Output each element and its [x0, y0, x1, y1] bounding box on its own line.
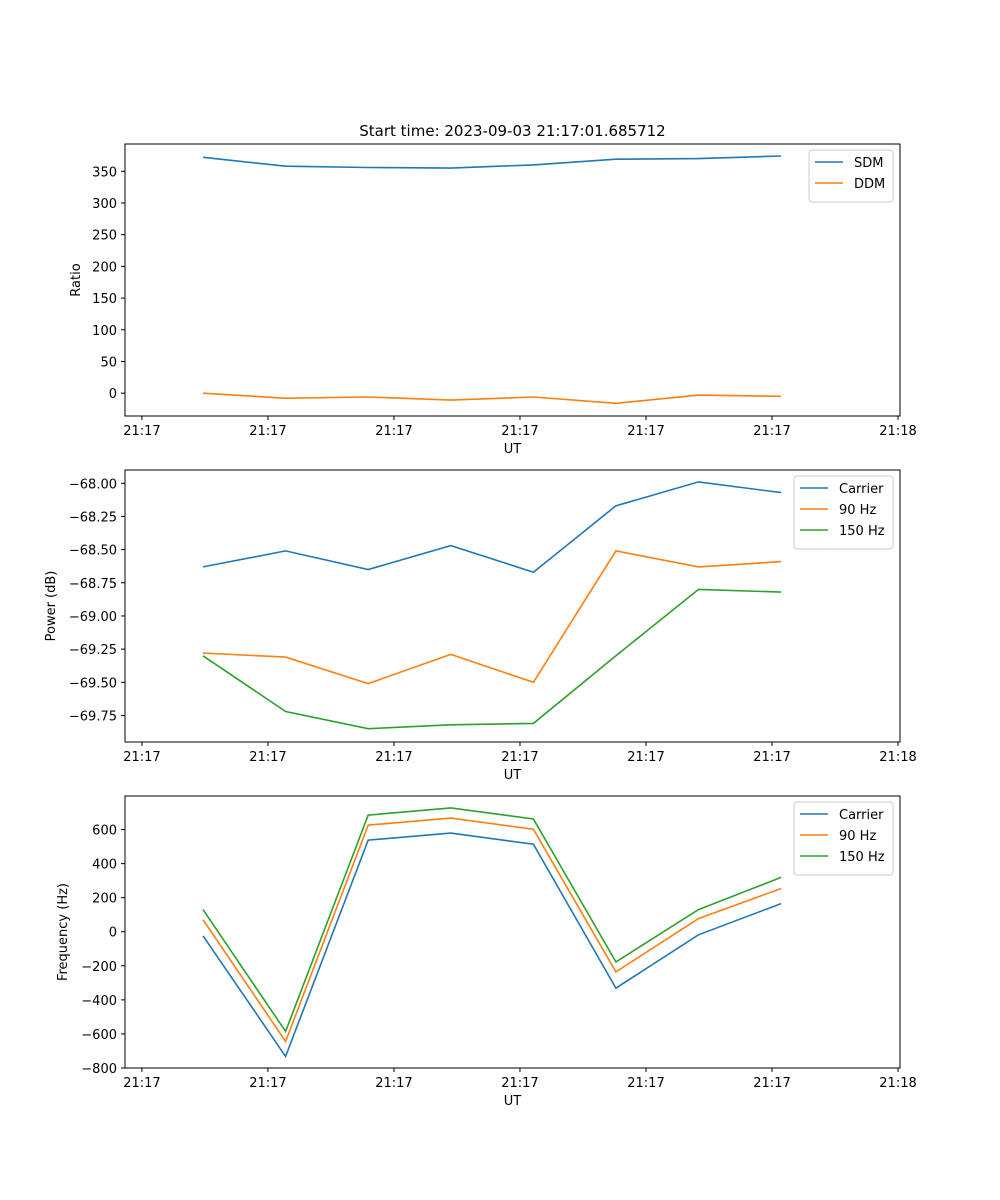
- legend-label: 90 Hz: [839, 829, 876, 844]
- x-axis-label: UT: [504, 768, 522, 783]
- axes-frame: [124, 795, 901, 1069]
- y-axis-label: Power (dB): [44, 571, 59, 642]
- subplot-1: 21:17 21:17 21:17 21:17 21:17 21:17 21:18 0 50 10…: [69, 122, 917, 457]
- y-tick-label: −68.25: [69, 510, 117, 525]
- legend: Carrier 90 Hz 150 Hz: [793, 801, 894, 876]
- y-tick-label: −69.00: [69, 610, 117, 625]
- x-tick-label: 21:17: [249, 750, 286, 765]
- x-tick-label: 21:17: [249, 424, 286, 439]
- x-tick-label: 21:17: [627, 424, 664, 439]
- y-tick-label: −68.50: [69, 544, 117, 559]
- y-tick-label: 200: [92, 892, 117, 907]
- x-tick-label: 21:17: [627, 1076, 664, 1091]
- series-line-carrier: [202, 832, 782, 1059]
- legend-label: SDM: [854, 156, 883, 171]
- series-line-carrier: [202, 481, 782, 574]
- y-tick-label: −69.25: [69, 643, 117, 658]
- subplot-3: 21:17 21:17 21:17 21:17 21:17 21:17 21:18 −800 −…: [56, 795, 917, 1109]
- y-tick-label: 200: [92, 260, 117, 275]
- y-tick-label: −800: [81, 1062, 117, 1077]
- x-tick-label: 21:17: [627, 750, 664, 765]
- x-axis-label: UT: [504, 442, 522, 457]
- x-tick-label: 21:17: [501, 424, 538, 439]
- x-tick-label: 21:17: [501, 1076, 538, 1091]
- x-tick-label: 21:17: [375, 424, 412, 439]
- y-tick-label: 150: [92, 292, 117, 307]
- y-tick-label: 600: [92, 824, 117, 839]
- legend-label: Carrier: [839, 482, 884, 497]
- x-tick-label: 21:17: [123, 1076, 160, 1091]
- y-tick-label: −68.00: [69, 477, 117, 492]
- subplot-2: 21:17 21:17 21:17 21:17 21:17 21:17 21:18 −68.0…: [44, 469, 917, 783]
- series-line-150-hz: [202, 807, 782, 1034]
- chart-title: Start time: 2023-09-03 21:17:01.685712: [359, 122, 665, 140]
- x-tick-label: 21:17: [753, 1076, 790, 1091]
- x-tick-label: 21:17: [123, 424, 160, 439]
- y-tick-label: −400: [81, 994, 117, 1009]
- y-axis-label: Frequency (Hz): [56, 883, 71, 981]
- legend-label: Carrier: [839, 808, 884, 823]
- y-tick-label: 0: [109, 926, 117, 941]
- x-tick-label: 21:17: [501, 750, 538, 765]
- y-tick-label: 350: [92, 165, 117, 180]
- x-tick-label: 21:17: [249, 1076, 286, 1091]
- y-tick-label: −200: [81, 960, 117, 975]
- series-line-150-hz: [202, 588, 782, 730]
- legend: SDM DDM: [808, 149, 894, 203]
- y-tick-label: 250: [92, 229, 117, 244]
- y-tick-label: −68.75: [69, 577, 117, 592]
- legend-label: DDM: [854, 177, 885, 192]
- y-tick-label: 400: [92, 858, 117, 873]
- y-tick-label: −600: [81, 1028, 117, 1043]
- x-tick-label: 21:17: [753, 750, 790, 765]
- y-tick-label: 300: [92, 197, 117, 212]
- x-axis-label: UT: [504, 1094, 522, 1109]
- legend-label: 150 Hz: [839, 850, 885, 865]
- y-axis-label: Ratio: [69, 263, 84, 296]
- legend-box: [808, 149, 894, 203]
- y-tick-label: −69.50: [69, 676, 117, 691]
- x-tick-label: 21:17: [375, 750, 412, 765]
- x-tick-label: 21:18: [879, 750, 916, 765]
- y-tick-label: −69.75: [69, 709, 117, 724]
- legend: Carrier 90 Hz 150 Hz: [793, 475, 894, 550]
- x-tick-label: 21:18: [879, 1076, 916, 1091]
- y-tick-label: 100: [92, 324, 117, 339]
- y-tick-label: 50: [100, 355, 117, 370]
- x-tick-label: 21:17: [375, 1076, 412, 1091]
- series-line-ddm: [202, 392, 782, 405]
- axes-frame: [124, 143, 901, 417]
- series-line-90-hz: [202, 817, 782, 1044]
- x-tick-label: 21:18: [879, 424, 916, 439]
- legend-label: 150 Hz: [839, 524, 885, 539]
- y-tick-label: 0: [109, 387, 117, 402]
- x-tick-label: 21:17: [753, 424, 790, 439]
- series-line-90-hz: [202, 550, 782, 685]
- axes-frame: [124, 469, 901, 743]
- legend-label: 90 Hz: [839, 503, 876, 518]
- series-line-sdm: [202, 155, 782, 169]
- x-tick-label: 21:17: [123, 750, 160, 765]
